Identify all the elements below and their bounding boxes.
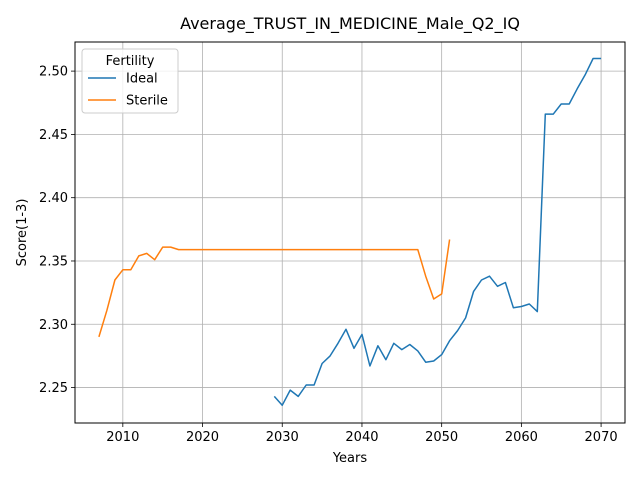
legend-box [81, 48, 179, 114]
y-axis-label: Score(1-3) [15, 199, 30, 267]
series-lines [98, 57, 602, 407]
x-tick-label: 2050 [425, 430, 458, 445]
x-tick-label: 2070 [585, 430, 618, 445]
y-tick-label: 2.40 [39, 191, 68, 206]
plot-frame [74, 41, 626, 424]
legend: Fertility Ideal Sterile [81, 48, 179, 114]
chart-title: Average_TRUST_IN_MEDICINE_Male_Q2_IQ [180, 14, 520, 34]
y-tick-label: 2.35 [39, 254, 68, 269]
legend-title: Fertility [106, 54, 155, 69]
y-tick-label: 2.25 [39, 381, 68, 396]
y-tick-label: 2.50 [39, 65, 68, 80]
legend-entries: Ideal Sterile [88, 72, 168, 109]
grid [75, 42, 625, 423]
x-tick-label: 2060 [505, 430, 538, 445]
x-axis-ticks: 2010 2020 2030 2040 2050 2060 2070 [106, 423, 618, 445]
x-tick-label: 2030 [266, 430, 299, 445]
legend-label-ideal: Ideal [126, 72, 158, 87]
x-axis-label: Years [332, 451, 368, 466]
series-line-ideal [273, 57, 602, 407]
x-tick-label: 2040 [345, 430, 378, 445]
series-line-sterile [98, 239, 451, 338]
y-tick-label: 2.45 [39, 128, 68, 143]
legend-label-sterile: Sterile [126, 94, 168, 109]
x-tick-label: 2010 [106, 430, 139, 445]
x-tick-label: 2020 [186, 430, 219, 445]
y-axis-ticks: 2.25 2.30 2.35 2.40 2.45 2.50 [39, 65, 75, 396]
y-tick-label: 2.30 [39, 318, 68, 333]
